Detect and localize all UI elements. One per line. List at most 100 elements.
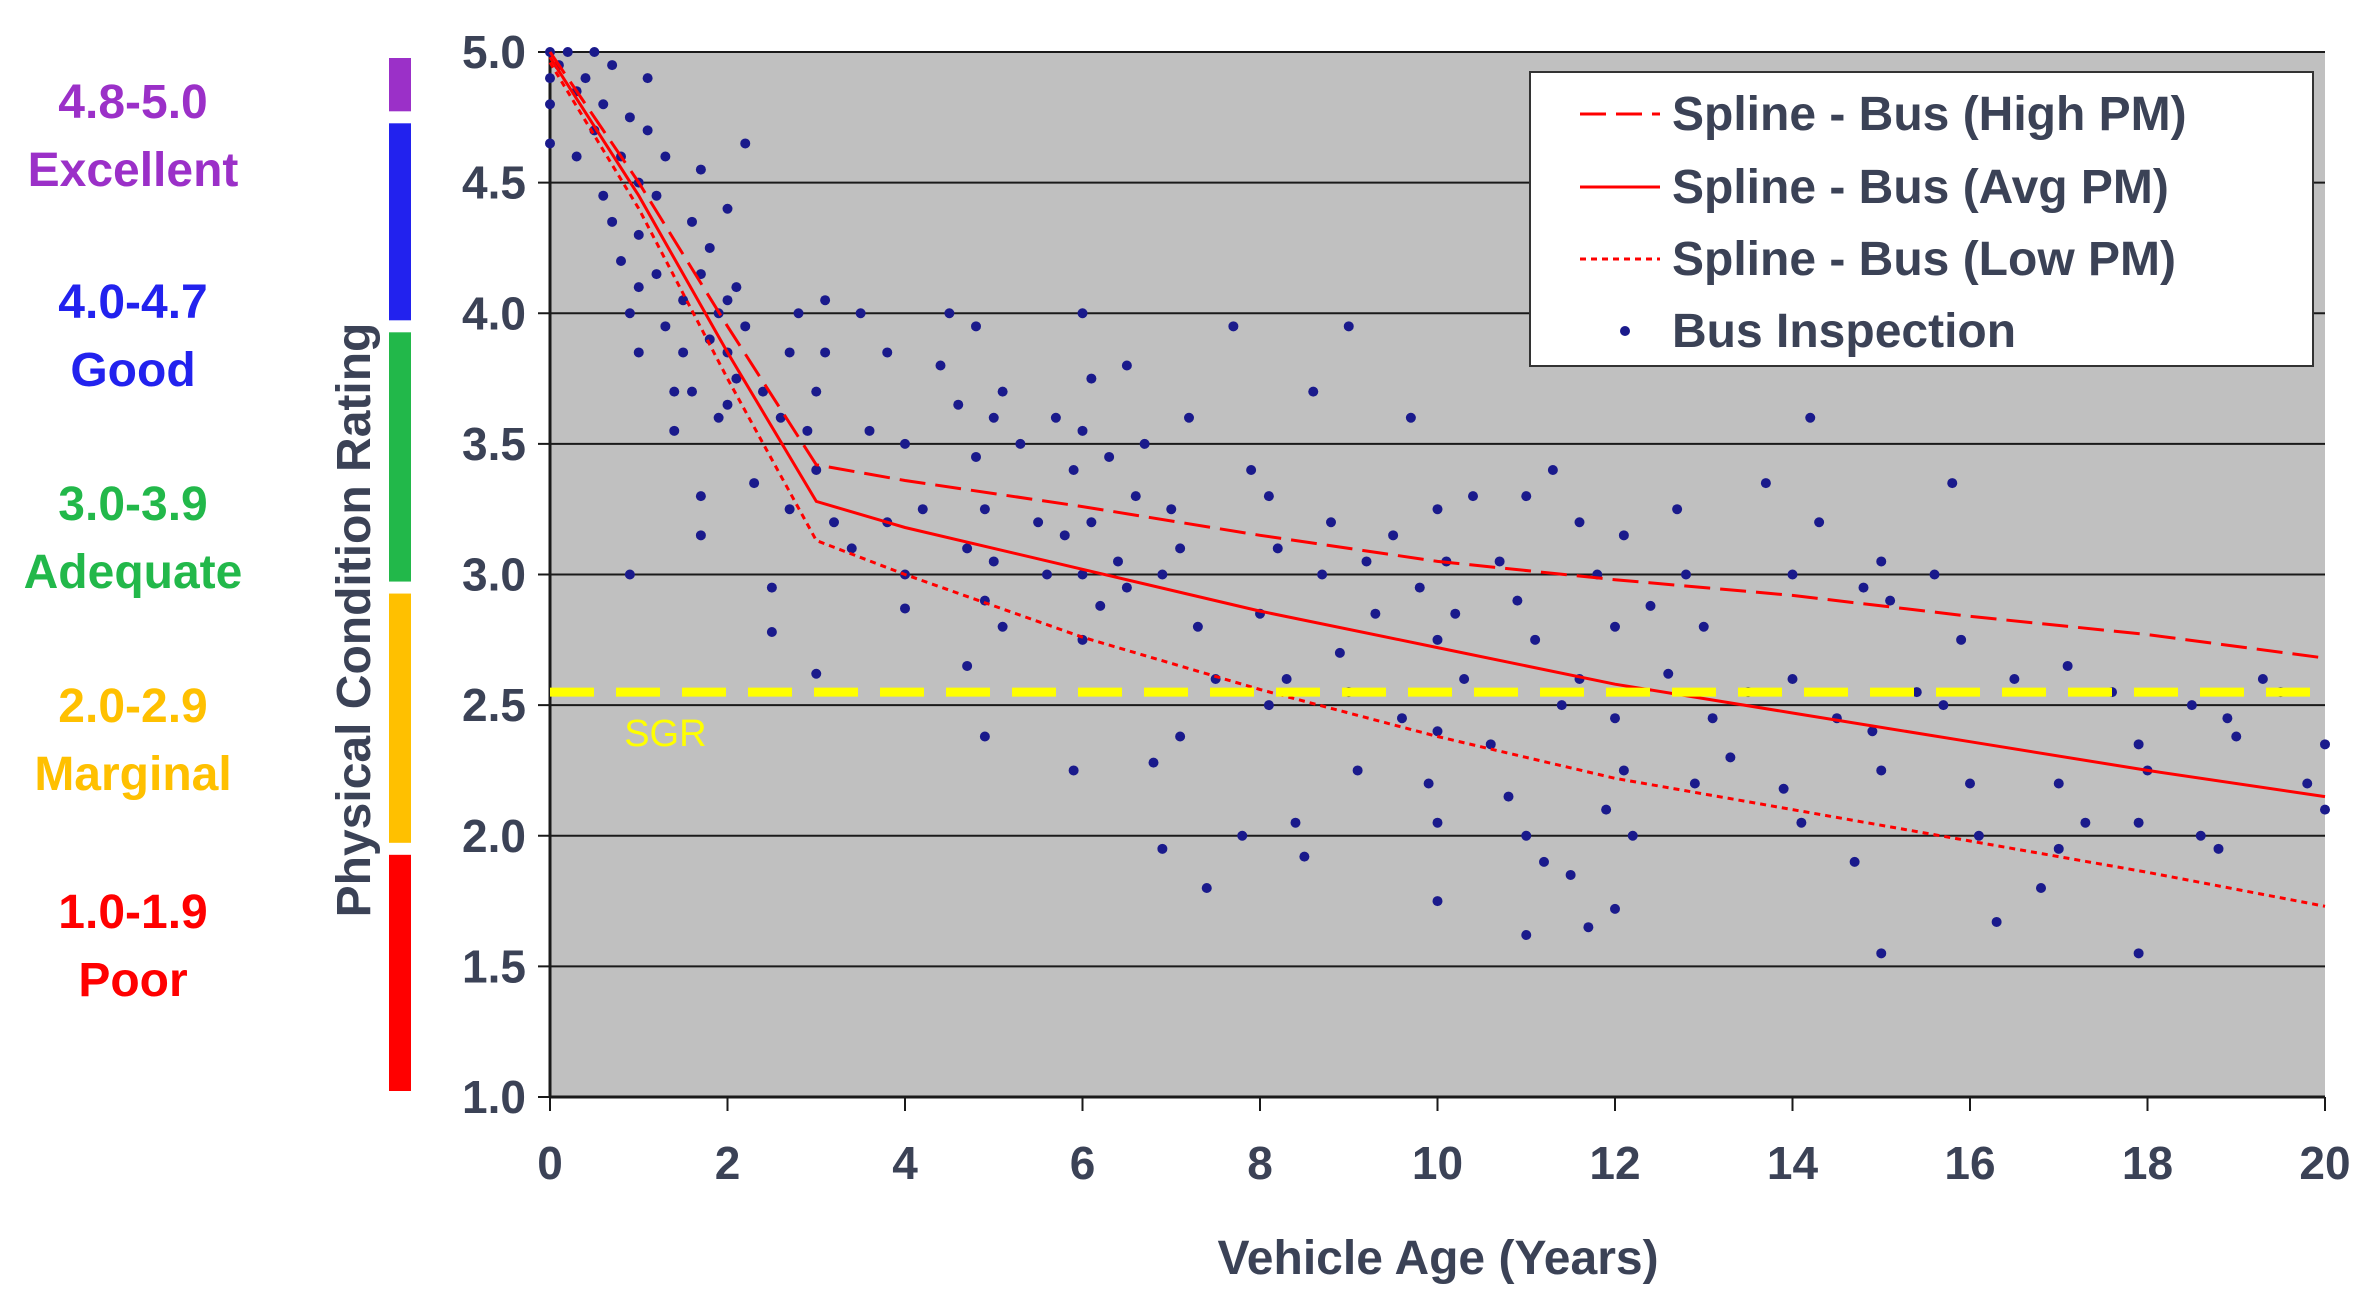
band-poor-name: Poor xyxy=(78,954,187,1007)
data-point xyxy=(1521,830,1532,841)
data-point xyxy=(1166,504,1177,515)
data-point xyxy=(1246,465,1257,475)
x-tick-label-8: 8 xyxy=(1247,1137,1273,1189)
data-point xyxy=(1192,621,1203,632)
data-point xyxy=(1405,412,1416,423)
data-point xyxy=(1521,930,1532,941)
data-point xyxy=(864,425,875,436)
data-point xyxy=(580,73,591,84)
data-point xyxy=(651,269,662,280)
data-point xyxy=(1787,674,1798,684)
data-point xyxy=(660,151,671,162)
x-tick-label-6: 6 xyxy=(1070,1137,1096,1189)
x-tick-label-18: 18 xyxy=(2122,1137,2173,1189)
data-point xyxy=(1778,783,1789,794)
data-point xyxy=(979,504,990,515)
data-point xyxy=(900,603,910,614)
legend-label-points: Bus Inspection xyxy=(1672,305,2016,358)
data-point xyxy=(1068,765,1079,776)
data-point xyxy=(1086,373,1097,384)
data-point xyxy=(1201,883,1212,893)
data-point xyxy=(1991,916,2002,927)
data-point xyxy=(1317,569,1328,580)
data-point xyxy=(2186,700,2197,711)
legend-swatch-points xyxy=(1620,326,1630,336)
data-point xyxy=(1805,412,1816,423)
data-point xyxy=(1175,543,1186,554)
data-point xyxy=(1867,726,1878,737)
data-point xyxy=(1326,517,1336,528)
data-point xyxy=(607,216,618,227)
data-point xyxy=(1876,765,1887,776)
band-good-name: Good xyxy=(70,344,195,397)
data-point xyxy=(1796,817,1807,828)
data-point xyxy=(1050,412,1061,423)
data-point xyxy=(1281,674,1292,684)
data-point xyxy=(562,47,573,57)
data-point xyxy=(651,190,662,201)
rating-band-labels: 4.8-5.0 Excellent 4.0-4.7 Good 3.0-3.9 A… xyxy=(24,76,243,1007)
data-point xyxy=(2062,660,2073,671)
data-point xyxy=(1077,569,1088,580)
y-tick-label-1.0: 1.0 xyxy=(462,1071,526,1123)
band-bar-adequate xyxy=(389,332,411,582)
data-point xyxy=(2320,804,2330,815)
data-point xyxy=(1397,713,1407,724)
data-point xyxy=(1618,765,1629,776)
data-point xyxy=(1343,321,1354,332)
data-point xyxy=(660,321,671,332)
data-point xyxy=(1077,425,1088,436)
data-point xyxy=(971,451,981,462)
data-point xyxy=(766,582,777,593)
data-point xyxy=(1956,634,1967,645)
data-point xyxy=(820,295,831,306)
data-point xyxy=(589,47,600,57)
data-point xyxy=(1450,608,1461,619)
data-point xyxy=(1175,731,1186,742)
data-point xyxy=(695,491,706,502)
data-point xyxy=(1707,713,1718,724)
data-point xyxy=(1530,634,1541,645)
data-point xyxy=(1272,543,1283,554)
data-point xyxy=(2053,843,2064,854)
data-point xyxy=(740,321,751,332)
data-point xyxy=(1929,569,1940,580)
data-point xyxy=(1113,556,1123,567)
data-point xyxy=(1503,791,1514,802)
data-point xyxy=(802,425,813,436)
data-point xyxy=(633,347,644,358)
data-point xyxy=(1042,569,1052,580)
data-point xyxy=(997,386,1008,397)
data-point xyxy=(749,478,760,489)
data-point xyxy=(900,438,910,449)
data-point xyxy=(1263,700,1274,711)
data-point xyxy=(1689,778,1700,789)
data-point xyxy=(1814,517,1825,528)
data-point xyxy=(695,164,706,175)
sgr-line-group: SGR xyxy=(550,687,2325,755)
data-point xyxy=(598,99,609,110)
data-point xyxy=(687,386,697,397)
x-tick-label-4: 4 xyxy=(892,1137,918,1189)
data-point xyxy=(2009,674,2020,684)
data-point xyxy=(944,308,955,319)
data-point xyxy=(2231,731,2242,742)
band-adequate-name: Adequate xyxy=(24,546,243,599)
band-bar-excellent xyxy=(389,58,411,112)
data-point xyxy=(1938,700,1949,711)
band-bar-marginal xyxy=(389,593,411,843)
band-poor-range: 1.0-1.9 xyxy=(58,886,207,939)
spline-lines xyxy=(548,51,2326,908)
data-point xyxy=(722,203,733,214)
data-point xyxy=(642,125,653,136)
x-tick-label-14: 14 xyxy=(1767,1137,1819,1189)
data-point xyxy=(1583,922,1594,933)
data-point xyxy=(1104,451,1115,462)
legend-label-avg-pm: Spline - Bus (Avg PM) xyxy=(1672,161,2169,214)
data-point xyxy=(687,216,697,227)
data-point xyxy=(1059,530,1070,541)
data-point xyxy=(2053,778,2064,789)
data-point xyxy=(775,412,786,423)
data-point xyxy=(1299,851,1310,862)
